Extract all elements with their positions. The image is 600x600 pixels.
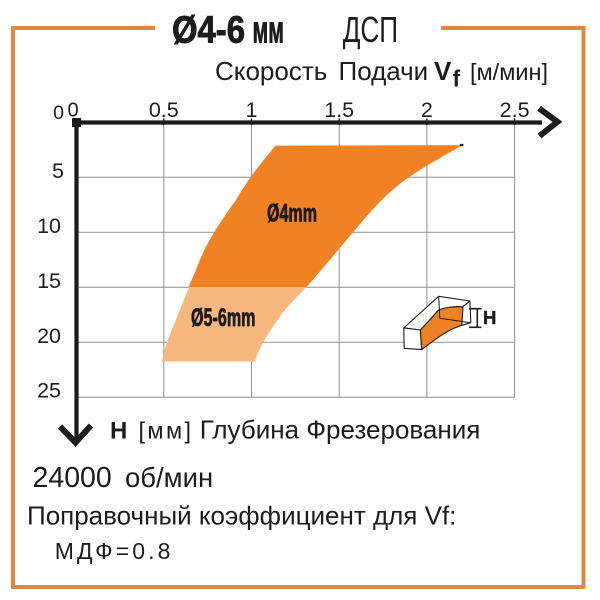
svg-text:[м/мин]: [м/мин] (470, 59, 548, 85)
svg-text:H: H (110, 417, 127, 444)
svg-text:V: V (434, 56, 452, 86)
svg-text:Поправочный коэффициент для Vf: Поправочный коэффициент для Vf: (27, 501, 456, 531)
svg-text:Ø4-6: Ø4-6 (172, 10, 245, 52)
svg-text:Скорость Подачи: Скорость Подачи (215, 56, 428, 86)
svg-text:об/мин: об/мин (125, 462, 213, 493)
svg-text:Ø5-6mm: Ø5-6mm (191, 304, 256, 332)
svg-text:МДФ=0.8: МДФ=0.8 (55, 538, 174, 564)
svg-text:24000: 24000 (33, 462, 112, 494)
svg-text:Ø4mm: Ø4mm (267, 200, 317, 228)
svg-text:H: H (483, 307, 496, 328)
svg-text:мм: мм (253, 10, 285, 52)
svg-text:20: 20 (37, 324, 61, 348)
svg-text:0.5: 0.5 (149, 98, 179, 122)
svg-text:0: 0 (53, 102, 64, 124)
svg-text:2: 2 (421, 98, 433, 122)
svg-text:10: 10 (37, 214, 61, 238)
svg-text:5: 5 (52, 159, 64, 183)
svg-text:f: f (453, 66, 461, 92)
svg-text:1: 1 (246, 98, 258, 122)
svg-text:Глубина Фрезерования: Глубина Фрезерования (200, 414, 481, 444)
svg-text:15: 15 (37, 269, 61, 293)
svg-text:ДСП: ДСП (343, 9, 398, 50)
svg-text:0: 0 (67, 100, 78, 122)
svg-text:1.5: 1.5 (324, 98, 354, 122)
svg-text:25: 25 (37, 378, 61, 402)
svg-text:2.5: 2.5 (500, 98, 530, 122)
